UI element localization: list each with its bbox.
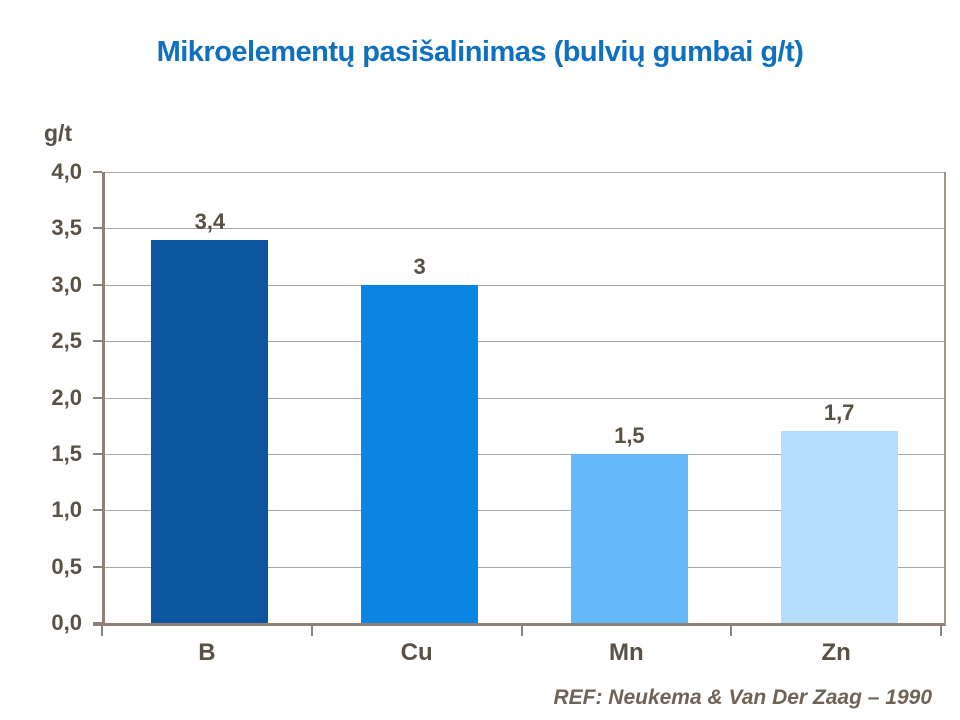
x-tick-mark <box>310 626 313 636</box>
y-tick-label: 0,5 <box>51 553 82 579</box>
bar-value-label-cu: 3 <box>413 253 426 279</box>
bar-value-label-mn: 1,5 <box>614 422 645 448</box>
y-tick-mark <box>93 227 102 230</box>
y-tick-label: 3,0 <box>51 271 82 297</box>
gridline <box>105 172 944 173</box>
gridline <box>105 510 944 512</box>
reference-caption: REF: Neukema & Van Der Zaag – 1990 <box>553 686 932 709</box>
y-tick-label: 0,0 <box>51 610 82 635</box>
y-axis-unit-label: g/t <box>44 120 73 146</box>
gridline <box>105 284 944 286</box>
x-category-label-b: B <box>198 639 216 666</box>
gridline <box>105 453 944 455</box>
y-tick-label: 1,0 <box>51 497 82 523</box>
y-tick-mark <box>93 509 102 512</box>
bar-cu <box>361 284 479 623</box>
bar-mn <box>570 453 688 623</box>
y-tick-label: 1,5 <box>51 440 82 466</box>
x-category-label-zn: Zn <box>821 639 851 666</box>
gridline <box>105 341 944 343</box>
x-tick-mark <box>730 626 733 636</box>
y-tick-label: 3,5 <box>51 215 82 241</box>
y-tick-mark <box>93 171 102 173</box>
y-tick-label: 4,0 <box>51 159 82 184</box>
x-category-label-cu: Cu <box>400 639 433 666</box>
bar-b <box>151 239 269 623</box>
x-tick-mark <box>520 626 523 636</box>
y-tick-mark <box>93 340 102 343</box>
y-tick-mark <box>93 283 102 286</box>
x-axis-overhang <box>93 623 102 626</box>
x-category-label-mn: Mn <box>609 639 644 666</box>
y-tick-mark <box>93 565 102 568</box>
y-tick-label: 2,0 <box>51 384 82 410</box>
gridline <box>105 566 944 568</box>
x-tick-mark <box>940 626 942 636</box>
bar-value-label-b: 3,4 <box>194 208 226 234</box>
chart-title: Mikroelementų pasišalinimas (bulvių gumb… <box>156 36 804 68</box>
bar-zn <box>780 431 898 623</box>
y-tick-label: 2,5 <box>51 328 82 354</box>
x-tick-mark <box>101 626 103 636</box>
y-tick-mark <box>93 396 102 399</box>
bar-value-label-zn: 1,7 <box>823 400 855 426</box>
plot-area: 3,4 3 1,5 1,7 <box>102 172 946 626</box>
gridline <box>105 228 944 230</box>
gridline <box>105 397 944 399</box>
y-tick-mark <box>93 452 102 455</box>
